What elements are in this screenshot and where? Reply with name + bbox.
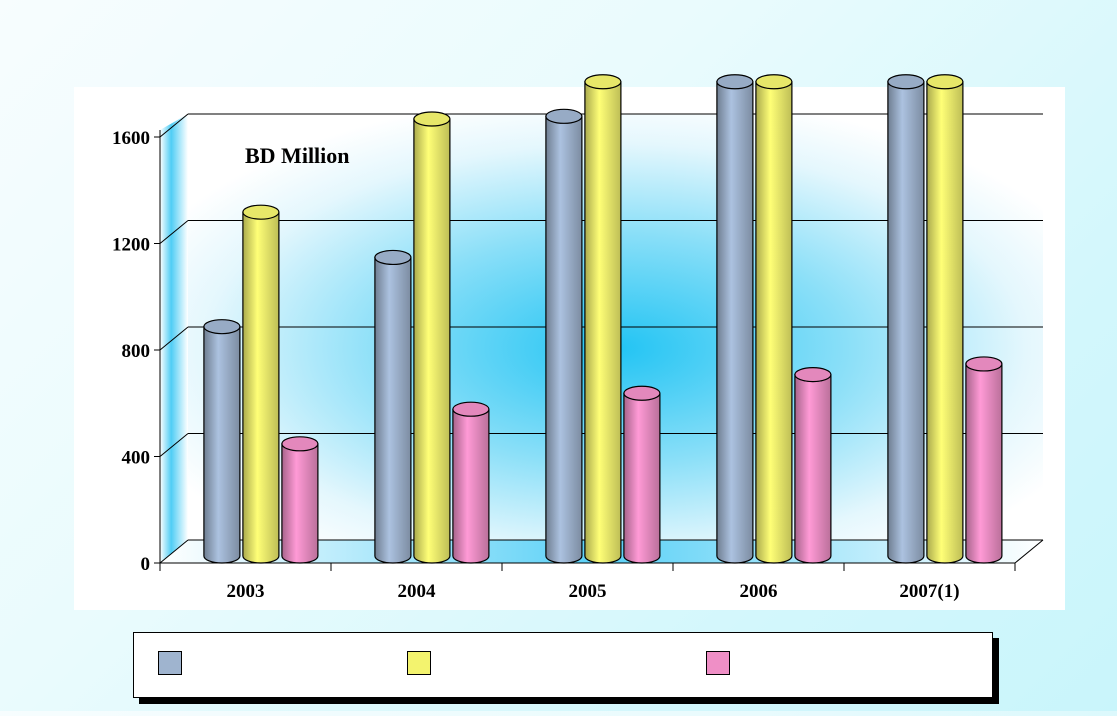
y-tick-label: 800	[122, 341, 151, 362]
bar	[794, 366, 832, 564]
bar	[374, 249, 412, 564]
bar	[887, 74, 925, 564]
chart-annotation: BD Million	[245, 143, 350, 168]
gridline-side	[159, 433, 189, 457]
legend-swatch-series-3	[706, 651, 730, 675]
gridline-side	[159, 326, 189, 351]
x-tick-label: 2004	[398, 581, 437, 602]
gridline-side	[159, 113, 189, 138]
side-baseline	[159, 539, 189, 564]
bar	[242, 204, 280, 564]
bar	[452, 401, 490, 564]
bar	[584, 74, 622, 564]
legend-swatch-series-2	[407, 651, 431, 675]
bar	[545, 108, 583, 564]
bar	[755, 74, 793, 564]
y-tick-label: 1600	[112, 128, 150, 149]
x-tick-label: 2005	[569, 581, 607, 602]
y-tick-label: 0	[141, 554, 151, 575]
bar	[623, 385, 661, 564]
bar	[716, 74, 754, 564]
bar	[926, 74, 964, 564]
x-tick-label: 2006	[740, 581, 778, 602]
legend	[133, 632, 993, 698]
tick-labels: 0 400 800 1200 1600 2003 2004 2005 2006 2007(1)	[112, 128, 960, 602]
y-tick-label: 400	[122, 448, 151, 469]
bar	[413, 111, 451, 564]
bar	[281, 436, 319, 564]
bar	[965, 356, 1003, 564]
x-tick-label: 2007(1)	[899, 581, 959, 602]
bars	[203, 74, 1003, 564]
legend-swatch-series-1	[158, 651, 182, 675]
gridline-side	[159, 220, 189, 244]
x-tick-label: 2003	[227, 581, 265, 602]
y-tick-label: 1200	[112, 235, 150, 256]
floor-edge	[1014, 539, 1044, 564]
bar	[203, 319, 241, 564]
